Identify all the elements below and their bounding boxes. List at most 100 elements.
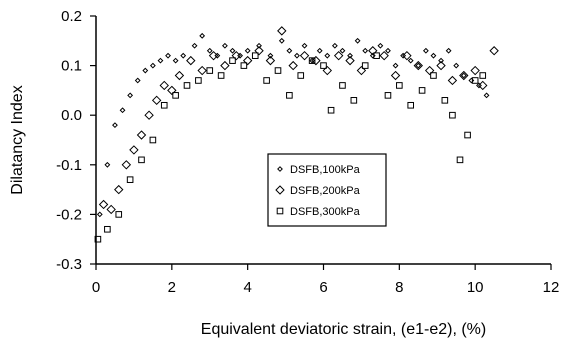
data-point [339, 82, 346, 89]
data-point [441, 97, 449, 104]
data-point [220, 60, 230, 71]
data-point [119, 107, 126, 114]
data-point [345, 55, 355, 66]
axis-ticks: -0.3 -0.2 -0.1 0.0 0.1 0.2 0 2 4 6 8 10 12 [56, 8, 559, 296]
data-point [413, 60, 423, 71]
data-point [445, 47, 452, 54]
data-point [237, 52, 243, 59]
y-tick-label: 0.0 [61, 107, 82, 124]
data-point [333, 50, 344, 61]
data-point [483, 92, 490, 99]
data-point [104, 225, 111, 233]
data-point [167, 85, 177, 96]
legend-marker [277, 166, 283, 172]
data-point [361, 62, 369, 69]
data-point [479, 72, 487, 79]
data-point [229, 47, 236, 54]
data-point [430, 52, 437, 59]
data-point [459, 70, 469, 81]
data-point [129, 145, 139, 155]
y-tick-label: -0.2 [56, 206, 82, 223]
data-point [144, 110, 154, 120]
data-point [186, 55, 196, 66]
data-point [478, 80, 488, 91]
x-tick-label: 12 [543, 279, 560, 296]
data-point [447, 75, 458, 86]
data-point [151, 95, 162, 106]
data-point [468, 77, 475, 84]
data-point [339, 47, 346, 54]
data-point [422, 47, 429, 54]
data-point [331, 42, 338, 49]
legend-marker [275, 185, 285, 195]
data-point [208, 50, 219, 61]
data-point [160, 101, 168, 109]
y-axis-title: Dilatancy Index [9, 85, 26, 194]
data-point [256, 42, 262, 49]
legend: DSFB,100kPa DSFB,200kPa DSFB,300kPa [267, 153, 387, 227]
data-point [172, 92, 179, 99]
data-point [242, 55, 253, 66]
data-point [449, 111, 456, 119]
data-point [263, 77, 270, 84]
data-point [159, 80, 169, 91]
data-point [254, 46, 264, 56]
y-tick-label: 0.2 [61, 8, 82, 25]
data-point [407, 57, 414, 64]
data-point [407, 101, 415, 109]
data-point [244, 47, 251, 54]
data-point [489, 46, 499, 56]
data-point [356, 65, 367, 76]
data-point [424, 65, 435, 76]
data-point [286, 47, 293, 54]
data-point [142, 67, 149, 74]
data-point [197, 65, 207, 76]
y-tick-label: -0.3 [56, 256, 82, 273]
data-point [471, 77, 479, 84]
legend-label: DSFB,300kPa [290, 206, 361, 218]
data-point [121, 160, 132, 170]
data-point [430, 72, 437, 79]
legend-label: DSFB,100kPa [290, 164, 361, 176]
data-point [98, 199, 109, 210]
data-point [191, 42, 198, 49]
x-tick-label: 2 [168, 279, 176, 296]
x-axis-title: Equivalent deviatoric strain, (e1-e2), (… [201, 321, 486, 338]
data-point [172, 57, 179, 64]
data-point [453, 62, 460, 69]
series-1 [96, 32, 490, 218]
x-tick-label: 0 [92, 279, 100, 296]
data-point [229, 57, 236, 64]
data-point [180, 52, 187, 59]
data-point [174, 70, 185, 81]
x-tick-label: 6 [319, 279, 327, 296]
legend-marker [276, 207, 284, 215]
data-point [396, 82, 403, 89]
data-point [470, 65, 480, 76]
data-point [322, 65, 332, 76]
data-point [106, 204, 116, 215]
data-point [96, 211, 103, 218]
data-point [390, 70, 401, 81]
data-point [464, 131, 471, 139]
data-point [267, 52, 274, 59]
series-2 [98, 26, 499, 215]
data-point [456, 156, 464, 164]
data-points [94, 26, 499, 243]
data-point [316, 47, 323, 54]
data-point [301, 42, 308, 49]
data-point [384, 92, 392, 99]
data-point [377, 42, 384, 49]
data-point [402, 50, 412, 61]
data-point [288, 60, 298, 71]
data-point [347, 52, 353, 59]
data-point [274, 67, 282, 74]
data-point [149, 62, 156, 69]
data-point [115, 211, 123, 218]
data-point [311, 55, 321, 66]
data-point [400, 52, 407, 59]
legend-label: DSFB,200kPa [290, 185, 361, 197]
data-point [183, 82, 191, 89]
